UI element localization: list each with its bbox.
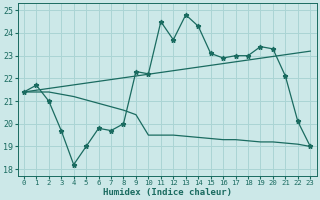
X-axis label: Humidex (Indice chaleur): Humidex (Indice chaleur)	[103, 188, 232, 197]
